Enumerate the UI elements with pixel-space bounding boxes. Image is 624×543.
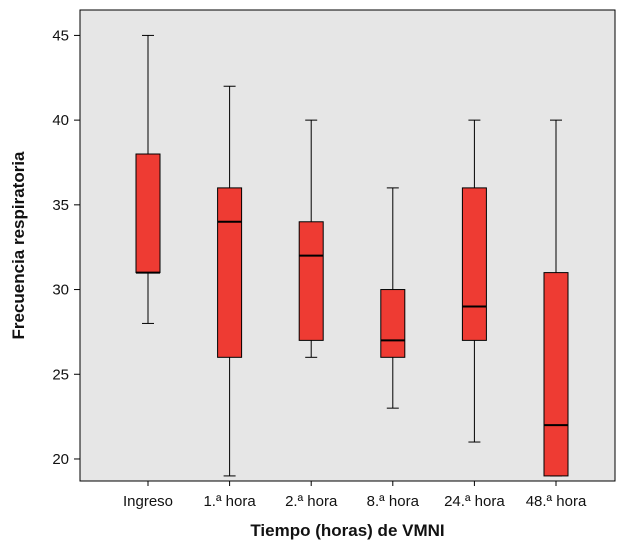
box-5 — [461, 119, 487, 443]
y-axis: 20 25 30 35 40 45 — [52, 27, 80, 468]
x-tick-label: 48.ª hora — [526, 493, 587, 510]
iqr-box — [461, 187, 487, 341]
iqr-box — [298, 221, 324, 341]
x-axis: Ingreso 1.ª hora 2.ª hora 8.ª hora 24.ª hora… — [123, 481, 587, 510]
y-tick-label: 45 — [52, 27, 69, 44]
y-axis-title: Frecuencia respiratoria — [9, 151, 28, 340]
iqr-box — [543, 272, 569, 477]
y-tick-label: 25 — [52, 366, 69, 383]
x-tick-label: 2.ª hora — [285, 493, 338, 510]
box-6 — [543, 119, 569, 477]
iqr-box — [135, 153, 161, 274]
y-tick-label: 40 — [52, 112, 69, 129]
x-axis-title: Tiempo (horas) de VMNI — [250, 521, 444, 540]
y-tick-label: 30 — [52, 282, 69, 299]
x-tick-label: 1.ª hora — [203, 493, 256, 510]
x-tick-label: 8.ª hora — [367, 493, 420, 510]
box-1 — [135, 34, 161, 324]
iqr-box — [380, 289, 406, 358]
x-tick-label: 24.ª hora — [444, 493, 505, 510]
y-tick-label: 20 — [52, 451, 69, 468]
boxes — [135, 34, 569, 477]
plot-area — [79, 9, 616, 482]
iqr-box — [217, 187, 243, 358]
x-tick-label: Ingreso — [123, 493, 173, 510]
y-tick-label: 35 — [52, 197, 69, 214]
box-4 — [380, 187, 406, 409]
box-2 — [217, 85, 243, 477]
box-3 — [298, 119, 324, 358]
